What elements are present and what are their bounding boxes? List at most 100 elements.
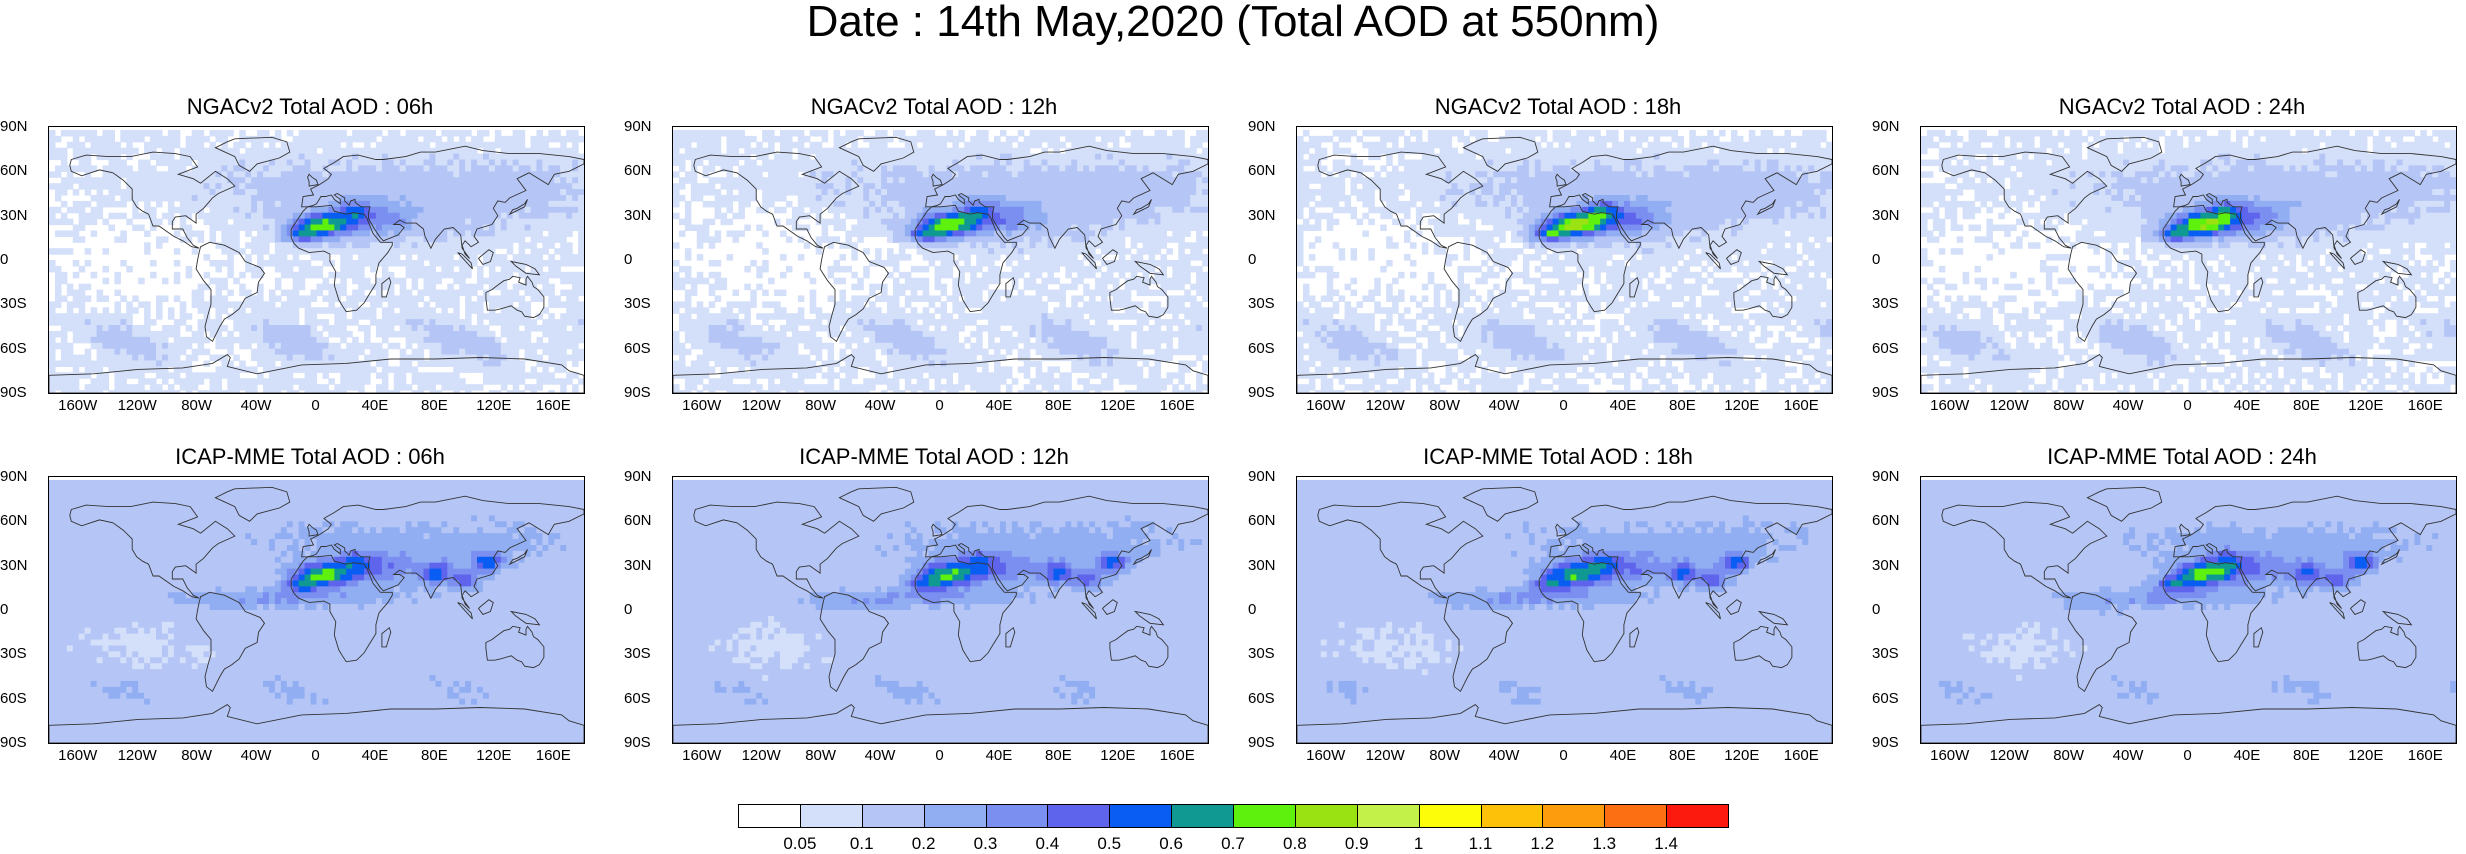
colorbar-label: 0.1 [840,835,884,853]
map-panel: ICAP-MME Total AOD : 06h 90N 60N 30N 0 30S 60S… [0,445,620,765]
lon-tick-label: 80E [1657,398,1707,414]
coastline [1725,599,1742,615]
coastline [1133,610,1165,626]
coastline [1629,626,1640,648]
lon-tick-label: 40E [350,748,400,764]
coastline [307,523,319,537]
coastline [1555,173,1567,187]
coastline [2173,145,2456,259]
lat-tick-label: 0 [1872,602,1912,618]
coastline [2067,591,2138,692]
colorbar-swatch [799,804,863,828]
coastline [819,591,890,692]
colorbar-label: 0.4 [1025,835,1069,853]
lon-tick-label: 120W [1360,398,1410,414]
lat-tick-label: 60N [624,163,664,179]
coastline [2380,549,2400,566]
lat-tick-label: 0 [624,602,664,618]
lon-tick-label: 160W [1925,748,1975,764]
coastline [290,204,393,313]
lon-tick-label: 40E [350,398,400,414]
lon-tick-label: 0 [291,398,341,414]
lat-tick-label: 90N [0,469,40,485]
lat-tick-label: 90S [624,735,664,751]
panel-title: NGACv2 Total AOD : 18h [1248,95,1868,119]
coastline [838,136,915,172]
lat-tick-label: 90S [0,735,40,751]
coastline [1005,276,1016,298]
lat-tick-label: 30S [1872,646,1912,662]
coastline [673,704,1208,743]
aod-map [48,126,585,394]
lon-tick-label: 120E [1093,748,1143,764]
lat-tick-label: 60N [624,513,664,529]
colorbar-label: 1.1 [1459,835,1503,853]
lon-tick-label: 0 [1539,398,1589,414]
coastline [1725,249,1742,265]
colorbar-label: 0.9 [1335,835,1379,853]
lon-tick-label: 40W [2103,398,2153,414]
lon-tick-label: 40W [855,398,905,414]
coastline [2086,136,2163,172]
coastline [2380,199,2400,216]
lat-tick-label: 30N [1872,557,1912,574]
lon-tick-label: 120W [736,398,786,414]
aod-field [49,129,584,393]
coastline [1756,199,1776,216]
coastline [2329,602,2345,620]
lon-tick-label: 80W [796,748,846,764]
coastline [1101,599,1118,615]
lat-tick-label: 90N [0,119,40,135]
colorbar-swatch [1294,804,1358,828]
lat-tick-label: 30N [0,557,40,574]
coastline [2253,276,2264,298]
coastline [2179,523,2191,537]
aod-map [1296,126,1833,394]
colorbar-swatch [1418,804,1482,828]
coastline [2329,252,2345,270]
aod-map [1920,476,2457,744]
aod-field [673,479,1208,743]
coastline [2162,204,2265,313]
coastline [2381,610,2413,626]
coastline [1081,602,1097,620]
coastline [838,486,915,522]
coastline [307,173,319,187]
coastline [1921,354,2456,393]
lat-tick-label: 60N [1872,513,1912,529]
coastline [914,554,1017,663]
lon-tick-label: 120W [1984,398,2034,414]
lon-tick-label: 120E [2341,748,2391,764]
coastline [49,704,584,743]
lon-tick-label: 40E [1598,748,1648,764]
aod-field [673,129,1208,393]
coastline [477,599,494,615]
coastline [509,610,541,626]
coastline [485,275,545,319]
lon-tick-label: 40E [2222,398,2272,414]
lon-tick-label: 160E [528,748,578,764]
coastline [1705,602,1721,620]
colorbar-swatch [1666,804,1729,828]
coastline [1297,704,1832,743]
coastline [1733,625,1793,669]
lon-tick-label: 160W [1925,398,1975,414]
coastline [1132,199,1152,216]
coastline [1549,495,1832,609]
colorbar-swatch [1356,804,1420,828]
colorbar-swatch [985,804,1049,828]
lon-tick-label: 0 [915,748,965,764]
map-panel: NGACv2 Total AOD : 06h 90N 60N 30N 0 30S 60S 90… [0,95,620,415]
lon-tick-label: 160E [2400,748,2450,764]
aod-field [1297,479,1832,743]
lat-tick-label: 0 [624,252,664,268]
coastline [1133,260,1165,276]
coastline [290,554,393,663]
coastline [485,625,545,669]
coastline [2357,625,2417,669]
lon-tick-label: 80W [2044,748,2094,764]
lon-tick-label: 40W [1479,748,1529,764]
aod-map [1296,476,1833,744]
colorbar-label: 0.6 [1149,835,1193,853]
coastline [925,145,1208,259]
